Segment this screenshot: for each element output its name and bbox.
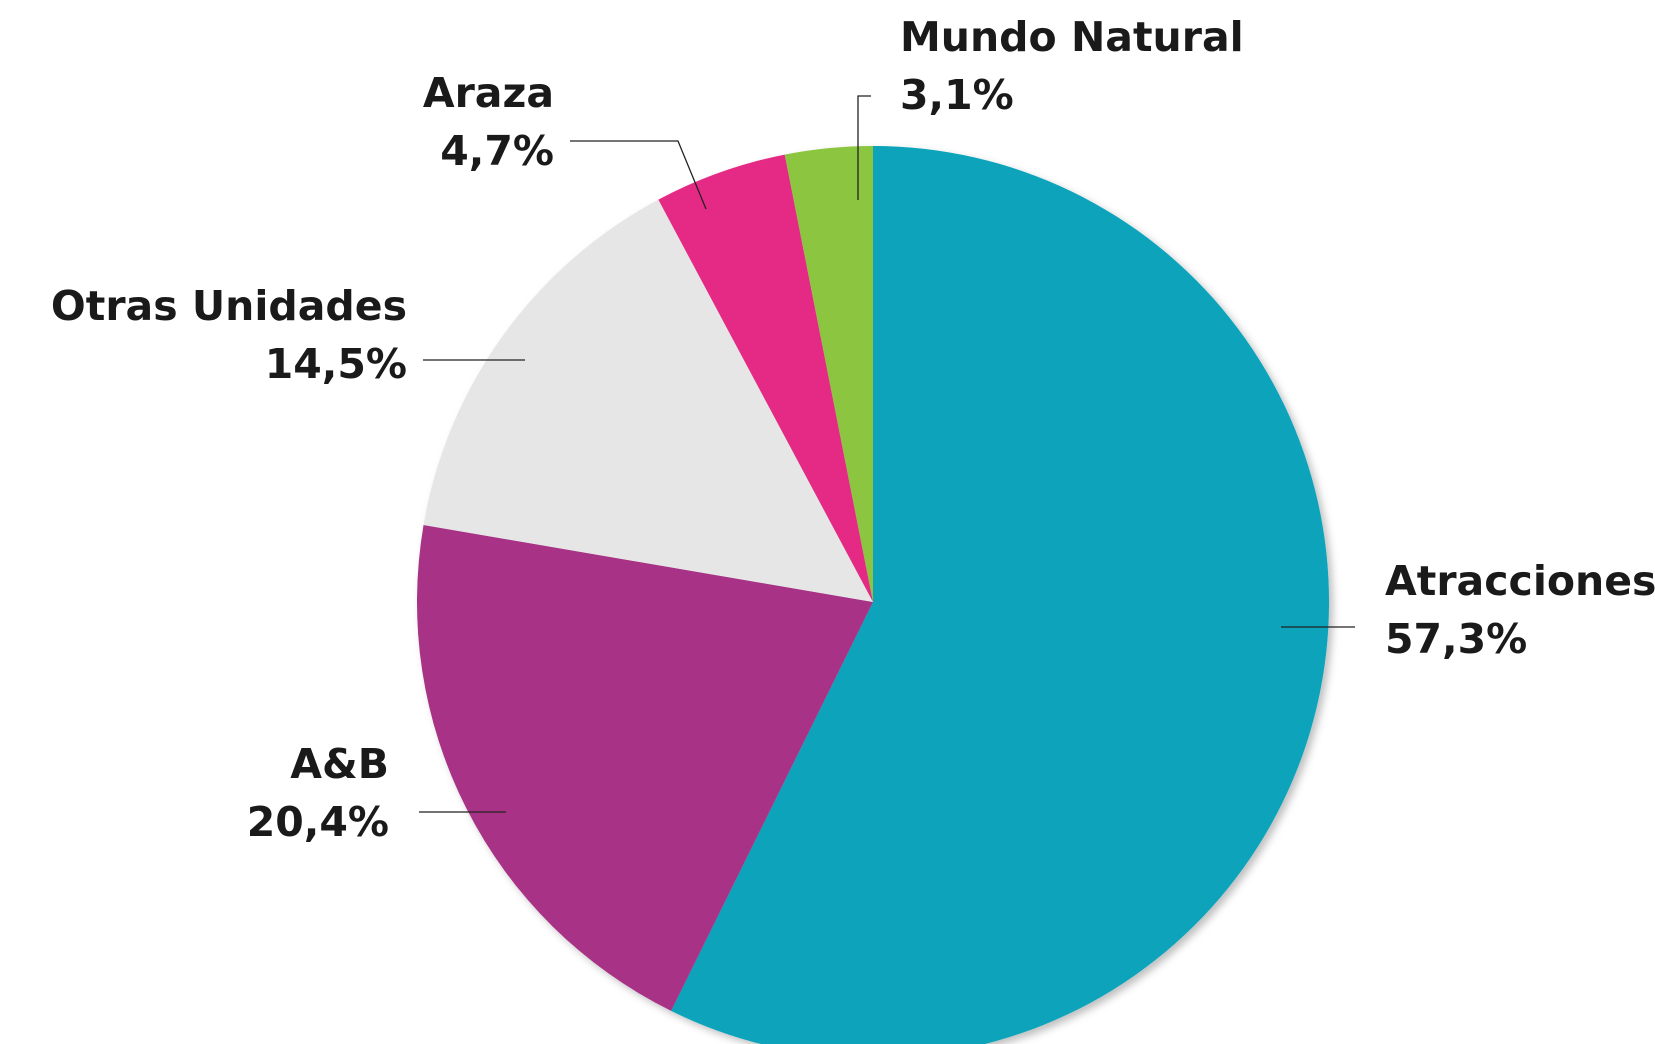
leader-line bbox=[570, 140, 707, 210]
slice-label: Otras Unidades bbox=[51, 282, 407, 330]
value-label: 3,1% bbox=[900, 71, 1014, 119]
pie-slice bbox=[658, 154, 873, 602]
pie-slice bbox=[784, 146, 873, 602]
pie-slice bbox=[423, 199, 873, 602]
slice-label: Mundo Natural bbox=[900, 13, 1244, 61]
value-label: 57,3% bbox=[1385, 615, 1527, 663]
slice-label: Araza bbox=[423, 69, 554, 117]
leader-line bbox=[857, 95, 871, 200]
value-label: 20,4% bbox=[247, 798, 389, 846]
pie-slice bbox=[671, 146, 1329, 1044]
value-label: 14,5% bbox=[265, 340, 407, 388]
pie bbox=[416, 146, 1329, 1044]
slice-label: A&B bbox=[290, 740, 389, 788]
slice-label: Atracciones bbox=[1385, 557, 1655, 605]
value-label: 4,7% bbox=[440, 127, 554, 175]
pie-slice bbox=[416, 525, 873, 1011]
